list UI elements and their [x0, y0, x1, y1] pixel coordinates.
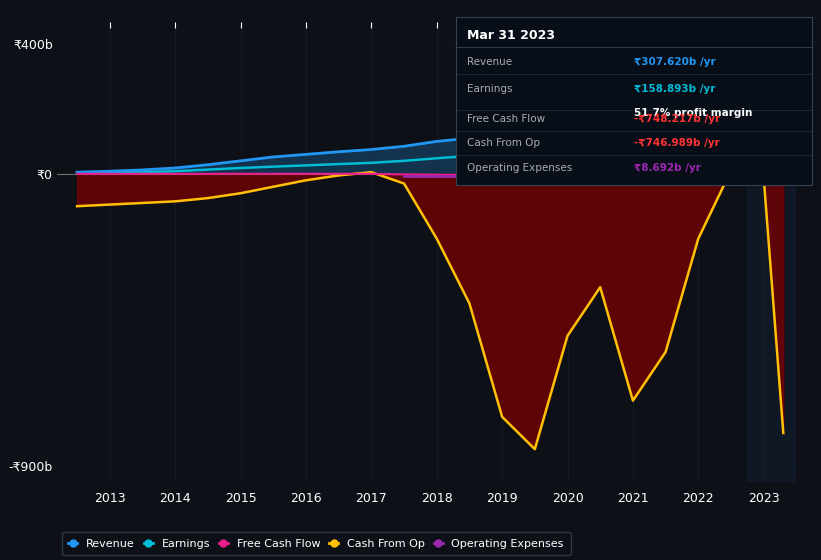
- Text: Revenue: Revenue: [467, 57, 512, 67]
- Legend: Revenue, Earnings, Free Cash Flow, Cash From Op, Operating Expenses: Revenue, Earnings, Free Cash Flow, Cash …: [62, 532, 571, 556]
- Text: Free Cash Flow: Free Cash Flow: [467, 114, 545, 124]
- Bar: [747, 28, 796, 482]
- Text: 51.7% profit margin: 51.7% profit margin: [635, 108, 753, 118]
- Text: ₹158.893b /yr: ₹158.893b /yr: [635, 84, 716, 94]
- Text: -₹746.989b /yr: -₹746.989b /yr: [635, 138, 720, 148]
- Text: ₹8.692b /yr: ₹8.692b /yr: [635, 163, 701, 173]
- Text: ₹307.620b /yr: ₹307.620b /yr: [635, 57, 716, 67]
- Text: -₹748.217b /yr: -₹748.217b /yr: [635, 114, 720, 124]
- Text: Earnings: Earnings: [467, 84, 512, 94]
- Text: Operating Expenses: Operating Expenses: [467, 163, 572, 173]
- Text: Mar 31 2023: Mar 31 2023: [467, 29, 555, 41]
- Text: Cash From Op: Cash From Op: [467, 138, 540, 148]
